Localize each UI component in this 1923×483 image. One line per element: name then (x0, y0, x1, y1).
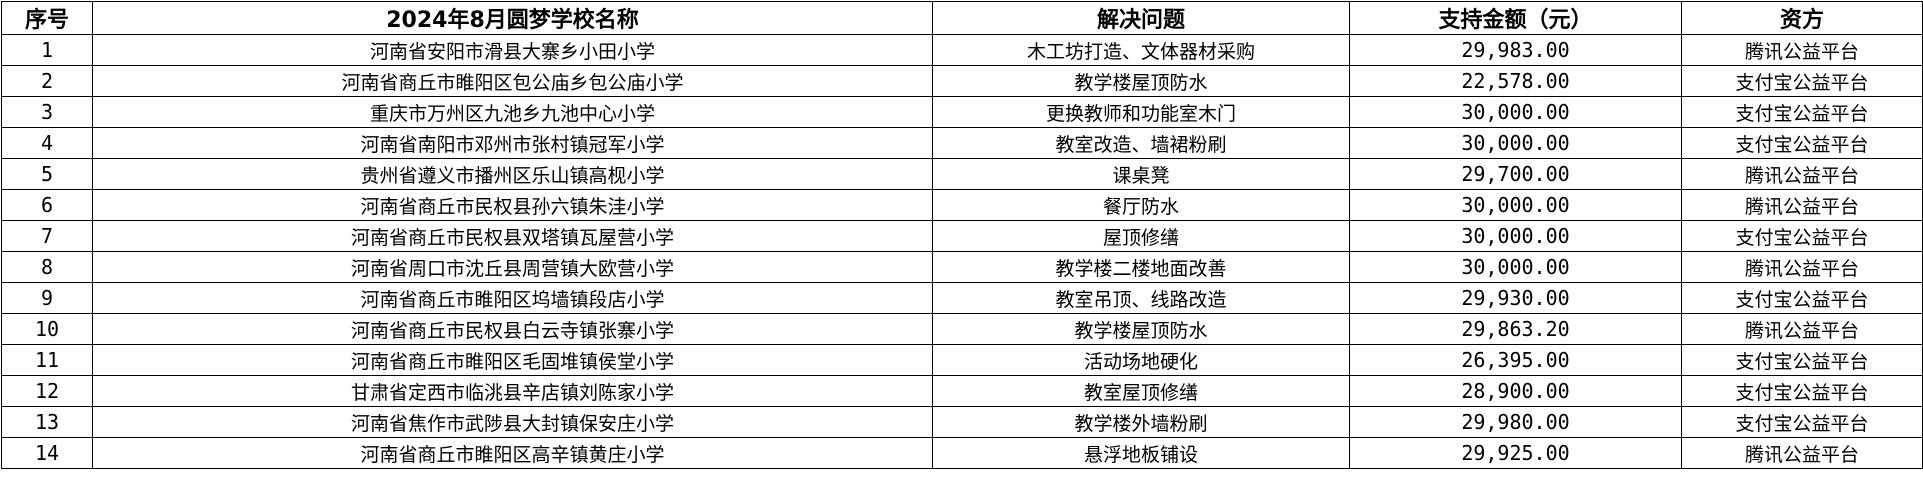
cell-problem-solved: 教室屋顶修缮 (932, 375, 1350, 407)
cell-problem-solved: 教室改造、墙裙粉刷 (932, 127, 1350, 159)
table-row: 6 河南省商丘市民权县孙六镇朱洼小学 餐厅防水 30,000.00 腾讯公益平台 (1, 189, 1923, 221)
cell-funder: 支付宝公益平台 (1681, 375, 1923, 407)
cell-support-amount: 30,000.00 (1349, 127, 1682, 159)
cell-support-amount: 30,000.00 (1349, 189, 1682, 221)
cell-school-name: 重庆市万州区九池乡九池中心小学 (92, 96, 933, 128)
column-header-school-name: 2024年8月圆梦学校名称 (92, 1, 933, 35)
cell-funder: 支付宝公益平台 (1681, 220, 1923, 252)
cell-support-amount: 30,000.00 (1349, 251, 1682, 283)
table-row: 3 重庆市万州区九池乡九池中心小学 更换教师和功能室木门 30,000.00 支付宝公益… (1, 96, 1923, 128)
cell-school-name: 河南省商丘市睢阳区坞墙镇段店小学 (92, 282, 933, 314)
cell-index: 5 (1, 158, 93, 190)
cell-index: 14 (1, 437, 93, 469)
cell-problem-solved: 教学楼外墙粉刷 (932, 406, 1350, 438)
school-funding-table: 序号 2024年8月圆梦学校名称 解决问题 支持金额（元） 资方 1 河南省安阳市滑县大寨… (1, 1, 1923, 469)
cell-index: 2 (1, 65, 93, 97)
column-header-index: 序号 (1, 1, 93, 35)
cell-index: 12 (1, 375, 93, 407)
cell-funder: 支付宝公益平台 (1681, 282, 1923, 314)
cell-support-amount: 28,900.00 (1349, 375, 1682, 407)
cell-problem-solved: 屋顶修缮 (932, 220, 1350, 252)
cell-index: 13 (1, 406, 93, 438)
cell-school-name: 河南省安阳市滑县大寨乡小田小学 (92, 34, 933, 66)
cell-school-name: 河南省商丘市睢阳区毛固堆镇侯堂小学 (92, 344, 933, 376)
cell-problem-solved: 教学楼二楼地面改善 (932, 251, 1350, 283)
column-header-funder: 资方 (1681, 1, 1923, 35)
header-row: 序号 2024年8月圆梦学校名称 解决问题 支持金额（元） 资方 (1, 1, 1923, 35)
cell-school-name: 河南省商丘市民权县双塔镇瓦屋营小学 (92, 220, 933, 252)
table-row: 11 河南省商丘市睢阳区毛固堆镇侯堂小学 活动场地硬化 26,395.00 支付宝公益平… (1, 344, 1923, 376)
column-header-support-amount: 支持金额（元） (1349, 1, 1682, 35)
table-row: 14 河南省商丘市睢阳区高辛镇黄庄小学 悬浮地板铺设 29,925.00 腾讯公益平台 (1, 437, 1923, 469)
table-row: 2 河南省商丘市睢阳区包公庙乡包公庙小学 教学楼屋顶防水 22,578.00 支付宝公益… (1, 65, 1923, 97)
column-header-problem-solved: 解决问题 (932, 1, 1350, 35)
cell-funder: 支付宝公益平台 (1681, 65, 1923, 97)
cell-problem-solved: 教学楼屋顶防水 (932, 65, 1350, 97)
cell-support-amount: 29,980.00 (1349, 406, 1682, 438)
cell-problem-solved: 餐厅防水 (932, 189, 1350, 221)
cell-school-name: 河南省周口市沈丘县周营镇大欧营小学 (92, 251, 933, 283)
cell-school-name: 甘肃省定西市临洮县辛店镇刘陈家小学 (92, 375, 933, 407)
table-row: 5 贵州省遵义市播州区乐山镇高枧小学 课桌凳 29,700.00 腾讯公益平台 (1, 158, 1923, 190)
cell-index: 4 (1, 127, 93, 159)
cell-school-name: 河南省焦作市武陟县大封镇保安庄小学 (92, 406, 933, 438)
cell-index: 9 (1, 282, 93, 314)
cell-support-amount: 22,578.00 (1349, 65, 1682, 97)
cell-index: 7 (1, 220, 93, 252)
cell-school-name: 贵州省遵义市播州区乐山镇高枧小学 (92, 158, 933, 190)
table-row: 7 河南省商丘市民权县双塔镇瓦屋营小学 屋顶修缮 30,000.00 支付宝公益平台 (1, 220, 1923, 252)
table-row: 12 甘肃省定西市临洮县辛店镇刘陈家小学 教室屋顶修缮 28,900.00 支付宝公益平… (1, 375, 1923, 407)
cell-problem-solved: 更换教师和功能室木门 (932, 96, 1350, 128)
cell-funder: 腾讯公益平台 (1681, 251, 1923, 283)
cell-funder: 腾讯公益平台 (1681, 34, 1923, 66)
cell-funder: 腾讯公益平台 (1681, 189, 1923, 221)
cell-support-amount: 29,700.00 (1349, 158, 1682, 190)
table-row: 9 河南省商丘市睢阳区坞墙镇段店小学 教室吊顶、线路改造 29,930.00 支付宝公益… (1, 282, 1923, 314)
cell-problem-solved: 木工坊打造、文体器材采购 (932, 34, 1350, 66)
cell-school-name: 河南省商丘市睢阳区包公庙乡包公庙小学 (92, 65, 933, 97)
cell-support-amount: 29,983.00 (1349, 34, 1682, 66)
table-row: 10 河南省商丘市民权县白云寺镇张寨小学 教学楼屋顶防水 29,863.20 腾讯公益平… (1, 313, 1923, 345)
cell-index: 3 (1, 96, 93, 128)
cell-problem-solved: 课桌凳 (932, 158, 1350, 190)
cell-school-name: 河南省南阳市邓州市张村镇冠军小学 (92, 127, 933, 159)
cell-index: 1 (1, 34, 93, 66)
cell-support-amount: 30,000.00 (1349, 96, 1682, 128)
cell-support-amount: 26,395.00 (1349, 344, 1682, 376)
cell-funder: 腾讯公益平台 (1681, 158, 1923, 190)
cell-support-amount: 29,930.00 (1349, 282, 1682, 314)
cell-support-amount: 29,863.20 (1349, 313, 1682, 345)
cell-problem-solved: 教学楼屋顶防水 (932, 313, 1350, 345)
cell-index: 8 (1, 251, 93, 283)
cell-index: 11 (1, 344, 93, 376)
cell-index: 10 (1, 313, 93, 345)
cell-problem-solved: 活动场地硬化 (932, 344, 1350, 376)
table-row: 13 河南省焦作市武陟县大封镇保安庄小学 教学楼外墙粉刷 29,980.00 支付宝公益… (1, 406, 1923, 438)
cell-school-name: 河南省商丘市睢阳区高辛镇黄庄小学 (92, 437, 933, 469)
cell-funder: 支付宝公益平台 (1681, 127, 1923, 159)
cell-problem-solved: 教室吊顶、线路改造 (932, 282, 1350, 314)
cell-funder: 支付宝公益平台 (1681, 406, 1923, 438)
cell-support-amount: 30,000.00 (1349, 220, 1682, 252)
table-row: 1 河南省安阳市滑县大寨乡小田小学 木工坊打造、文体器材采购 29,983.00 腾讯公… (1, 34, 1923, 66)
table-row: 4 河南省南阳市邓州市张村镇冠军小学 教室改造、墙裙粉刷 30,000.00 支付宝公益… (1, 127, 1923, 159)
table-row: 8 河南省周口市沈丘县周营镇大欧营小学 教学楼二楼地面改善 30,000.00 腾讯公益… (1, 251, 1923, 283)
cell-support-amount: 29,925.00 (1349, 437, 1682, 469)
cell-funder: 腾讯公益平台 (1681, 437, 1923, 469)
cell-funder: 支付宝公益平台 (1681, 344, 1923, 376)
cell-school-name: 河南省商丘市民权县白云寺镇张寨小学 (92, 313, 933, 345)
cell-index: 6 (1, 189, 93, 221)
cell-school-name: 河南省商丘市民权县孙六镇朱洼小学 (92, 189, 933, 221)
cell-funder: 腾讯公益平台 (1681, 313, 1923, 345)
cell-problem-solved: 悬浮地板铺设 (932, 437, 1350, 469)
cell-funder: 支付宝公益平台 (1681, 96, 1923, 128)
